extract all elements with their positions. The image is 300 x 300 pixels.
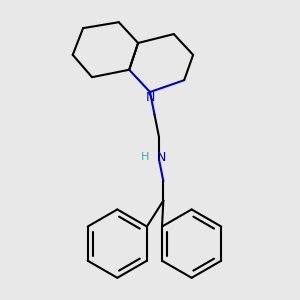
Text: N: N <box>157 151 167 164</box>
Text: N: N <box>146 91 155 104</box>
Text: H: H <box>141 152 150 161</box>
